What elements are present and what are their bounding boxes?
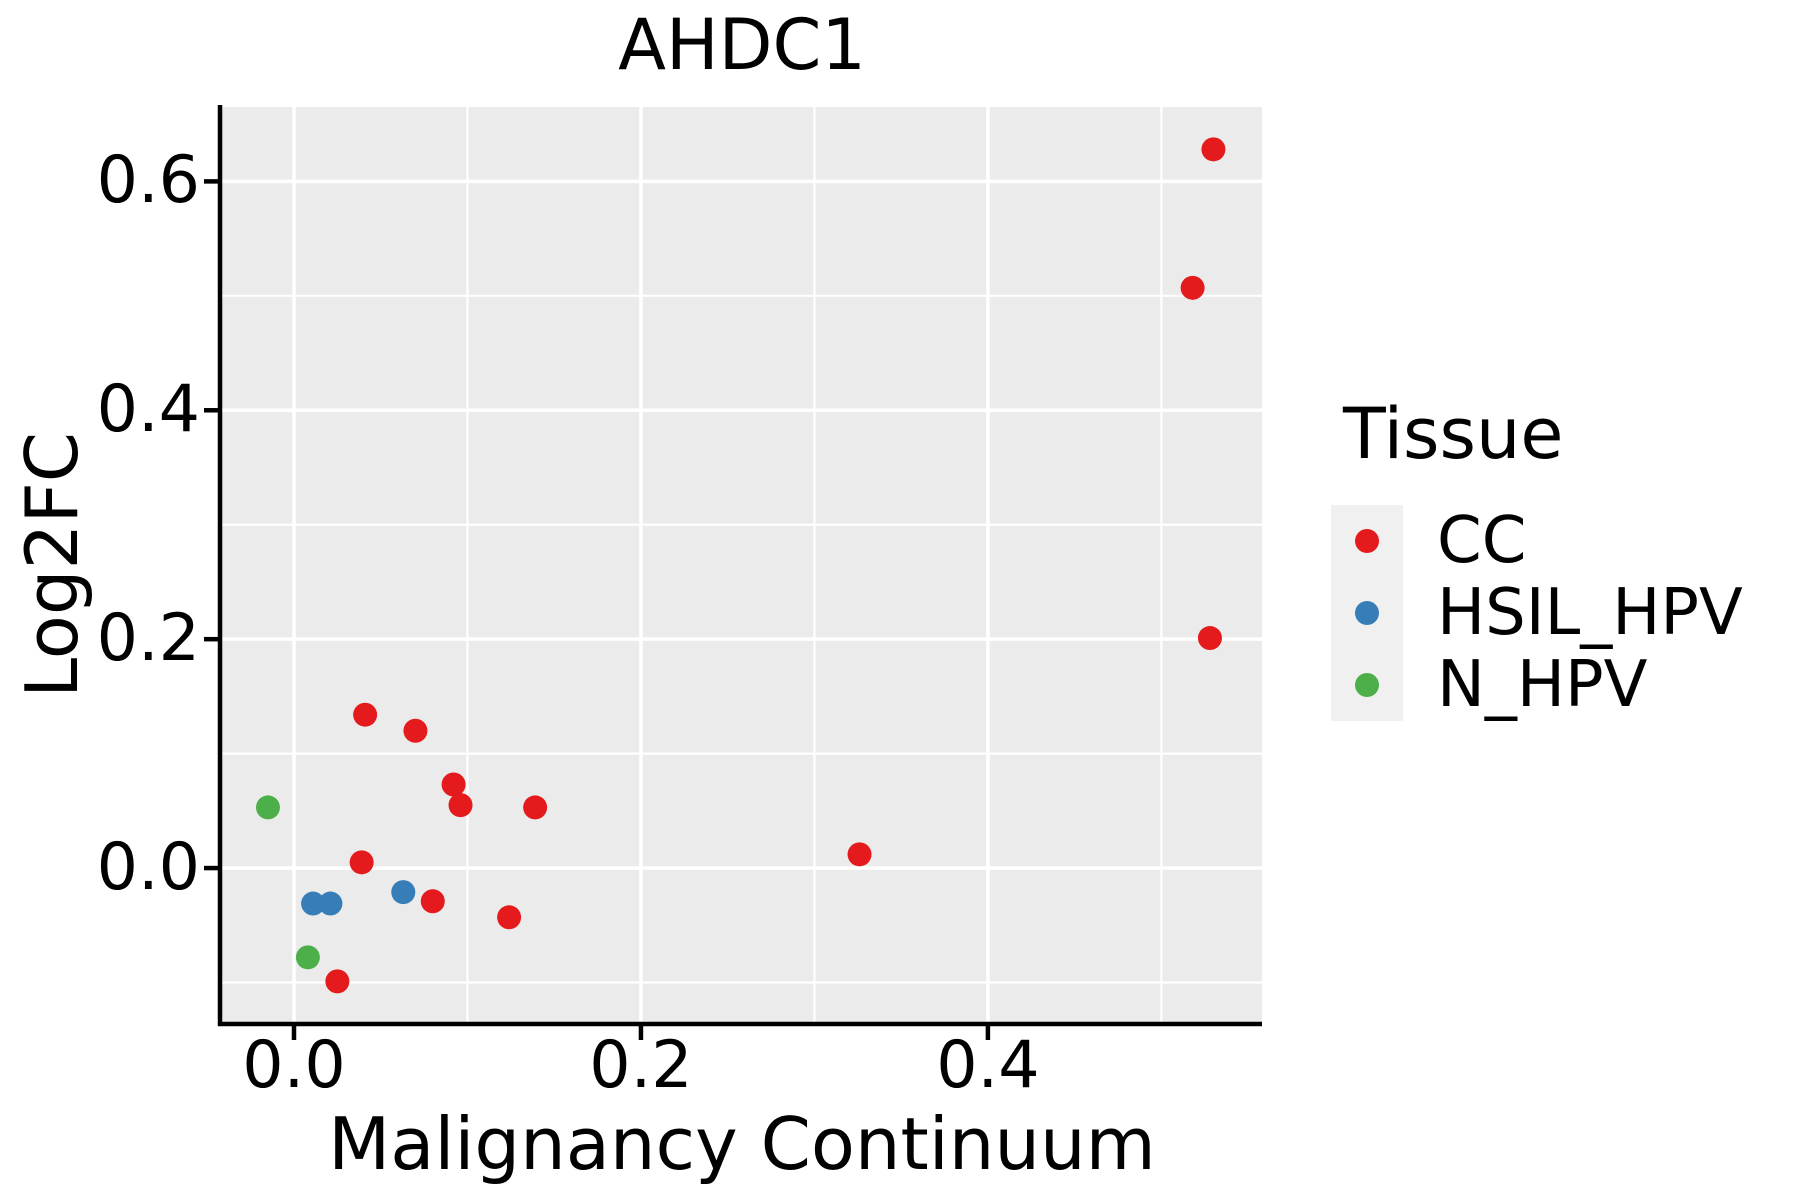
point-cc [441,772,466,797]
y-tick-label: 0.2 [96,601,200,677]
x-axis-title: Malignancy Continuum [328,1102,1156,1186]
point-n_hpv [255,795,280,820]
point-hsil_hpv [318,891,343,916]
legend-row-n_hpv: N_HPV [1331,648,1743,722]
point-cc [448,793,473,818]
point-cc [1180,275,1205,300]
point-cc [403,718,428,743]
y-tick-label: 0.6 [96,143,200,219]
y-tick-label: 0.4 [96,372,200,448]
point-hsil_hpv [391,880,416,905]
legend-label: CC [1437,504,1527,578]
point-cc [353,702,378,727]
point-cc [1201,137,1226,162]
point-hsil_hpv [301,891,326,916]
legend-dot-icon [1355,601,1379,625]
legend-key [1331,649,1403,721]
legend-dot-icon [1355,673,1379,697]
legend-key [1331,577,1403,649]
y-tick-label: 0.0 [96,830,200,906]
legend-label: HSIL_HPV [1437,576,1743,650]
legend-title: Tissue [1343,393,1564,475]
legend-key [1331,505,1403,577]
legend-row-cc: CC [1331,504,1743,578]
legend-label: N_HPV [1437,648,1648,722]
point-cc [420,889,445,914]
point-cc [1197,626,1222,651]
legend: Tissue CC HSIL_HPV N_HPV [1331,393,1743,722]
point-cc [523,795,548,820]
legend-items: CC HSIL_HPV N_HPV [1331,504,1743,722]
plot-panel [222,107,1262,1022]
legend-dot-icon [1355,529,1379,553]
x-tick-label: 0.2 [589,1028,693,1103]
x-tick-label: 0.4 [936,1028,1040,1103]
point-cc [349,850,374,875]
point-cc [497,905,522,930]
point-n_hpv [295,945,320,970]
point-cc [325,969,350,994]
x-tick-label: 0.0 [242,1028,346,1103]
point-cc [847,842,872,867]
legend-row-hsil_hpv: HSIL_HPV [1331,576,1743,650]
plot-title: AHDC1 [618,4,866,86]
